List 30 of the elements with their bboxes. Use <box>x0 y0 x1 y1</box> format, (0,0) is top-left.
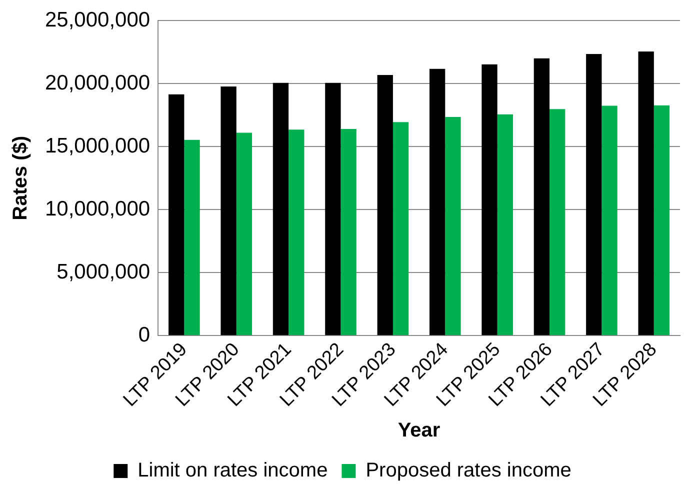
legend-label: Limit on rates income <box>138 460 328 482</box>
bar <box>497 114 513 336</box>
y-tick-label: 20,000,000 <box>44 71 150 94</box>
bar <box>220 86 236 336</box>
y-tick-label: 0 <box>138 323 150 346</box>
bar <box>392 122 409 336</box>
bar <box>377 75 393 336</box>
bar <box>445 116 461 336</box>
bar <box>184 140 200 336</box>
bar <box>482 64 498 336</box>
legend-label: Proposed rates income <box>366 460 572 482</box>
bar <box>325 82 341 336</box>
bar <box>602 106 618 336</box>
y-tick-label: 15,000,000 <box>44 134 150 158</box>
y-tick-label: 10,000,000 <box>44 197 150 220</box>
bar <box>236 132 252 336</box>
x-axis-title: Year <box>398 420 440 442</box>
bar <box>340 128 356 336</box>
bar <box>586 54 602 336</box>
bar <box>168 94 184 336</box>
bar <box>272 82 289 336</box>
bar <box>534 58 550 336</box>
y-axis-title: Rates ($) <box>10 136 32 220</box>
y-tick-label: 5,000,000 <box>56 260 150 284</box>
bar <box>638 51 654 336</box>
y-tick-label: 25,000,000 <box>44 8 150 32</box>
bar <box>429 68 446 336</box>
bar <box>654 105 670 336</box>
bar <box>550 109 566 336</box>
bar <box>288 130 304 336</box>
